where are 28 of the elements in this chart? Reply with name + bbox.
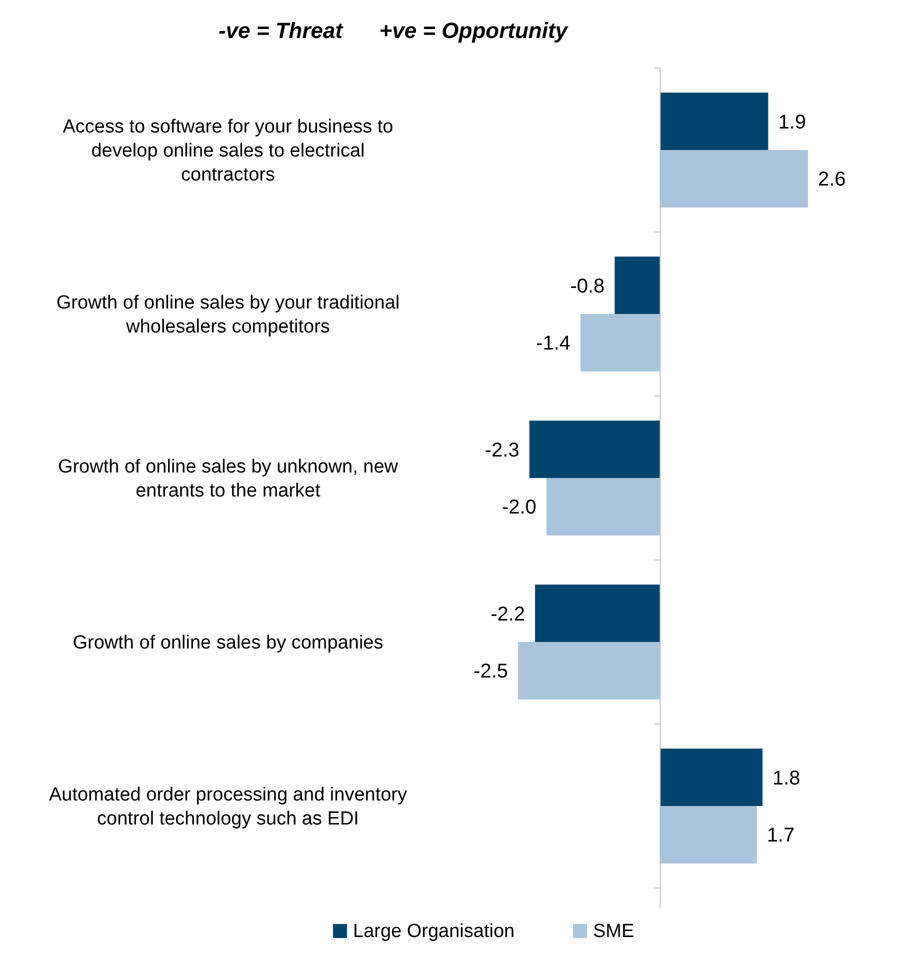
data-label: -2.0 xyxy=(502,496,536,519)
bar xyxy=(660,748,763,806)
y-tick-label: Growth of online sales by unknown, new entrants to the market xyxy=(58,456,398,502)
y-tick-label: Automated order processing and inventory control technology such as EDI xyxy=(48,784,408,830)
bar xyxy=(529,420,660,478)
bar xyxy=(546,478,660,536)
bar xyxy=(660,150,808,208)
chart-title: -ve = Threat +ve = Opportunity xyxy=(218,18,570,43)
data-label: 1.8 xyxy=(772,767,800,790)
y-tick-label: Access to software for your business to develop online sales to electrical contractors xyxy=(62,116,394,186)
data-label: -0.8 xyxy=(570,275,605,298)
data-label: -2.2 xyxy=(490,603,526,626)
data-label: 2.6 xyxy=(818,168,846,191)
y-tick-label: Growth of online sales by your traditional wholesalers competitors xyxy=(56,292,400,338)
data-label: 1.7 xyxy=(766,824,795,847)
bar xyxy=(580,314,660,372)
legend-label: Large Organisation xyxy=(353,921,515,942)
bar xyxy=(535,584,660,642)
data-label: -2.5 xyxy=(474,660,508,683)
bar xyxy=(660,92,768,150)
bar xyxy=(518,642,660,700)
bar xyxy=(660,806,757,864)
legend-label: SME xyxy=(593,921,634,942)
bar xyxy=(614,256,660,314)
y-tick-label: Growth of online sales by companies xyxy=(72,632,384,654)
data-label: 1.9 xyxy=(778,111,806,134)
data-label: -1.4 xyxy=(536,332,571,355)
data-label: -2.3 xyxy=(484,439,520,462)
